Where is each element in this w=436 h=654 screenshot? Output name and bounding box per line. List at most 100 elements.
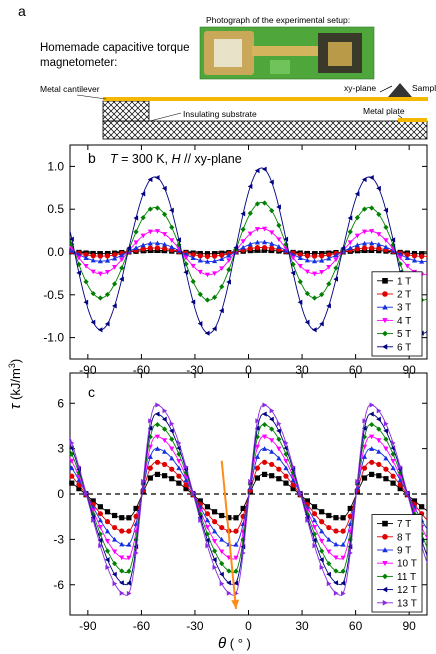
data-point	[326, 571, 331, 577]
series-13t	[69, 402, 428, 597]
cond-T: T	[110, 152, 119, 166]
data-point	[97, 517, 103, 523]
data-point	[119, 528, 125, 534]
data-point	[369, 411, 374, 417]
data-point	[283, 241, 289, 248]
data-point	[211, 258, 218, 264]
data-point	[276, 466, 282, 472]
panel-b: -90 -60 -30 0 30 60 90-1.0-0.50.00.51.0 b T = …	[43, 144, 428, 377]
legend-label: 7 T	[397, 519, 411, 530]
data-point	[261, 226, 268, 232]
data-point	[311, 253, 318, 259]
data-point	[147, 229, 153, 235]
data-point	[169, 224, 175, 230]
data-point	[354, 242, 360, 248]
data-point	[240, 226, 246, 232]
data-point	[97, 295, 103, 301]
data-point	[405, 490, 410, 496]
data-point	[183, 486, 189, 492]
data-point	[361, 475, 368, 481]
data-point	[383, 421, 389, 427]
data-point	[347, 245, 353, 251]
data-point	[247, 231, 253, 237]
data-point	[404, 252, 410, 258]
y-tick-label: 0	[57, 487, 64, 501]
data-point	[204, 251, 211, 257]
data-point	[190, 263, 196, 269]
data-point	[376, 185, 381, 191]
data-point	[162, 449, 168, 454]
data-point	[290, 255, 296, 261]
data-point	[376, 245, 382, 252]
data-point	[283, 465, 289, 471]
data-point	[133, 240, 139, 246]
data-point	[219, 549, 225, 555]
data-point	[347, 229, 353, 235]
legend-label: 11 T	[397, 572, 416, 583]
data-point	[133, 505, 139, 512]
data-point	[304, 269, 311, 275]
data-point	[297, 263, 303, 269]
data-point	[211, 528, 218, 534]
data-point	[169, 244, 175, 250]
data-point	[376, 241, 382, 247]
data-point	[104, 509, 111, 515]
data-point	[276, 446, 282, 452]
data-point	[326, 581, 332, 587]
data-point	[247, 241, 253, 247]
data-point	[147, 444, 153, 450]
y-tick-label: 3	[57, 442, 64, 456]
data-point	[119, 590, 125, 596]
data-point	[297, 255, 303, 261]
data-point	[326, 281, 332, 287]
data-point	[376, 461, 382, 468]
data-point	[112, 252, 118, 258]
data-point	[83, 263, 89, 269]
legend-label: 13 T	[397, 598, 417, 609]
data-point	[390, 237, 396, 243]
data-point	[247, 210, 253, 216]
data-point	[162, 245, 168, 252]
data-point	[340, 580, 346, 586]
data-point	[404, 263, 410, 269]
data-point	[361, 245, 368, 251]
data-point	[233, 515, 239, 521]
data-point	[276, 244, 282, 249]
data-point	[240, 505, 246, 512]
data-point	[290, 486, 296, 492]
data-point	[76, 486, 82, 492]
data-point	[333, 541, 339, 547]
data-point	[76, 270, 82, 276]
arrow-head	[231, 599, 240, 609]
legend-label: 12 T	[397, 585, 417, 596]
data-point	[119, 568, 125, 574]
panel-c-letter: c	[88, 384, 95, 400]
data-point	[204, 330, 210, 336]
x-tick-label: -30	[186, 619, 204, 633]
data-point	[311, 511, 318, 517]
sample-triangle	[388, 83, 412, 97]
x-axis-label: θ ( ° )	[218, 635, 251, 652]
data-point	[254, 168, 260, 174]
data-point	[376, 211, 382, 217]
data-point	[269, 408, 275, 414]
legend-item: 7 T	[377, 519, 411, 530]
legend-item: 4 T	[377, 316, 411, 327]
data-point	[147, 245, 153, 251]
data-point	[304, 253, 311, 259]
data-point	[162, 461, 168, 468]
data-point	[283, 236, 289, 242]
data-point	[390, 473, 396, 479]
panel-b-axes: -90 -60 -30 0 30 60 90-1.0-0.50.00.51.0	[43, 145, 427, 377]
data-point	[169, 476, 175, 482]
data-point	[347, 240, 353, 246]
data-point	[76, 477, 82, 483]
data-point	[97, 511, 103, 517]
series-7t	[69, 471, 428, 521]
data-point	[369, 459, 375, 465]
data-point	[354, 191, 360, 197]
data-point	[319, 528, 325, 534]
data-point	[361, 206, 368, 212]
data-point	[319, 257, 325, 263]
